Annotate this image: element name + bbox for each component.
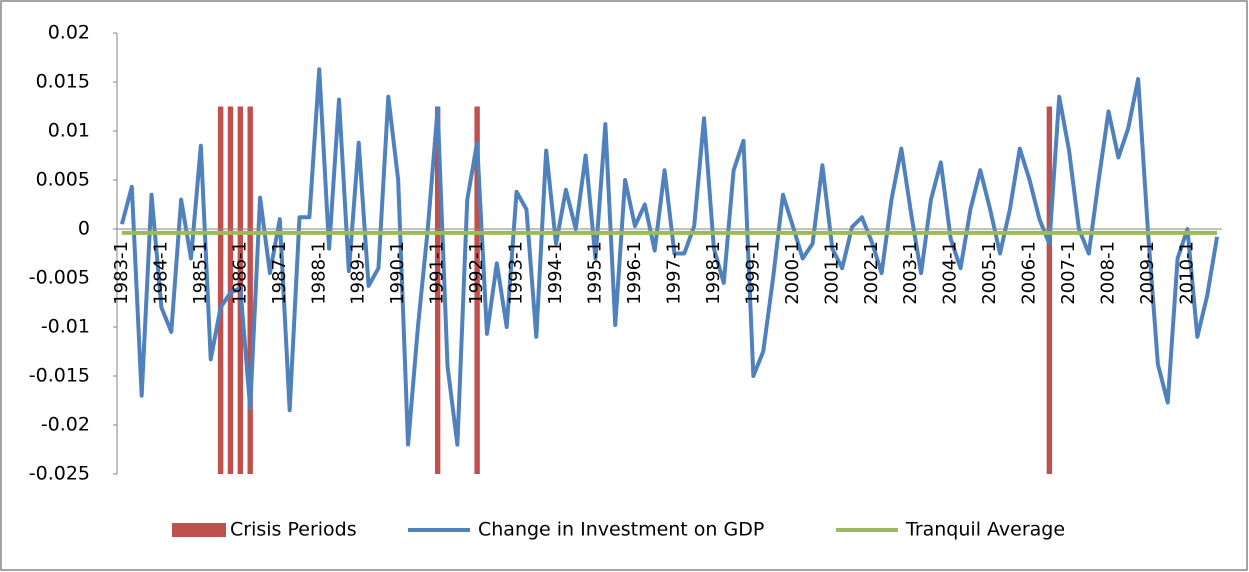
x-tick-label: 2007-1 xyxy=(1058,241,1079,305)
x-tick-label: 2001-1 xyxy=(821,241,842,305)
y-tick-label: -0.005 xyxy=(29,267,90,289)
y-tick-label: -0.025 xyxy=(29,463,90,485)
x-tick-label: 1989-1 xyxy=(348,241,369,305)
legend-swatch xyxy=(172,523,226,537)
crisis-bar xyxy=(434,106,441,474)
x-tick-label: 1994-1 xyxy=(545,241,566,305)
x-tick-label: 1988-1 xyxy=(308,241,329,305)
y-tick-label: -0.02 xyxy=(41,414,90,436)
x-tick-label: 2008-1 xyxy=(1098,241,1119,305)
x-tick-label: 1999-1 xyxy=(742,241,763,305)
y-tick-label: 0.01 xyxy=(48,120,90,142)
legend-label: Crisis Periods xyxy=(230,519,357,541)
y-tick-label: 0.015 xyxy=(36,71,90,93)
x-tick-label: 2003-1 xyxy=(900,241,921,305)
x-tick-label: 2002-1 xyxy=(861,241,882,305)
x-tick-label: 1998-1 xyxy=(703,241,724,305)
x-tick-label: 1991-1 xyxy=(427,241,448,305)
x-tick-label: 1983-1 xyxy=(111,241,132,305)
x-tick-label: 1997-1 xyxy=(663,241,684,305)
x-tick-label: 1990-1 xyxy=(387,241,408,305)
x-tick-label: 1996-1 xyxy=(624,241,645,305)
series-line xyxy=(119,67,1220,447)
x-tick-label: 2010-1 xyxy=(1176,241,1197,305)
y-tick-label: -0.015 xyxy=(29,365,90,387)
crisis-bar xyxy=(1046,106,1053,474)
y-tick-label: 0.005 xyxy=(36,169,90,191)
crisis-bar xyxy=(474,106,480,474)
x-tick-label: 2004-1 xyxy=(940,241,961,305)
x-tick-label: 1986-1 xyxy=(229,241,250,305)
x-tick-label: 1987-1 xyxy=(269,241,290,305)
y-tick-label: 0.02 xyxy=(48,22,90,44)
x-tick-label: 2005-1 xyxy=(979,241,1000,305)
y-tick-label: -0.01 xyxy=(41,316,90,338)
legend-label: Tranquil Average xyxy=(905,519,1065,541)
legend-label: Change in Investment on GDP xyxy=(478,519,764,541)
x-tick-label: 1993-1 xyxy=(506,241,527,305)
x-tick-label: 2006-1 xyxy=(1019,241,1040,305)
x-tick-label: 1995-1 xyxy=(585,241,606,305)
crisis-bar xyxy=(217,106,224,474)
x-tick-label: 1984-1 xyxy=(150,241,171,305)
crisis-bar xyxy=(247,106,253,474)
x-tick-label: 2000-1 xyxy=(782,241,803,305)
crisis-bar xyxy=(227,106,234,474)
y-tick-label: 0 xyxy=(78,218,90,240)
x-tick-label: 2009-1 xyxy=(1137,241,1158,305)
x-tick-label: 1985-1 xyxy=(190,241,211,305)
x-tick-label: 1992-1 xyxy=(466,241,487,305)
